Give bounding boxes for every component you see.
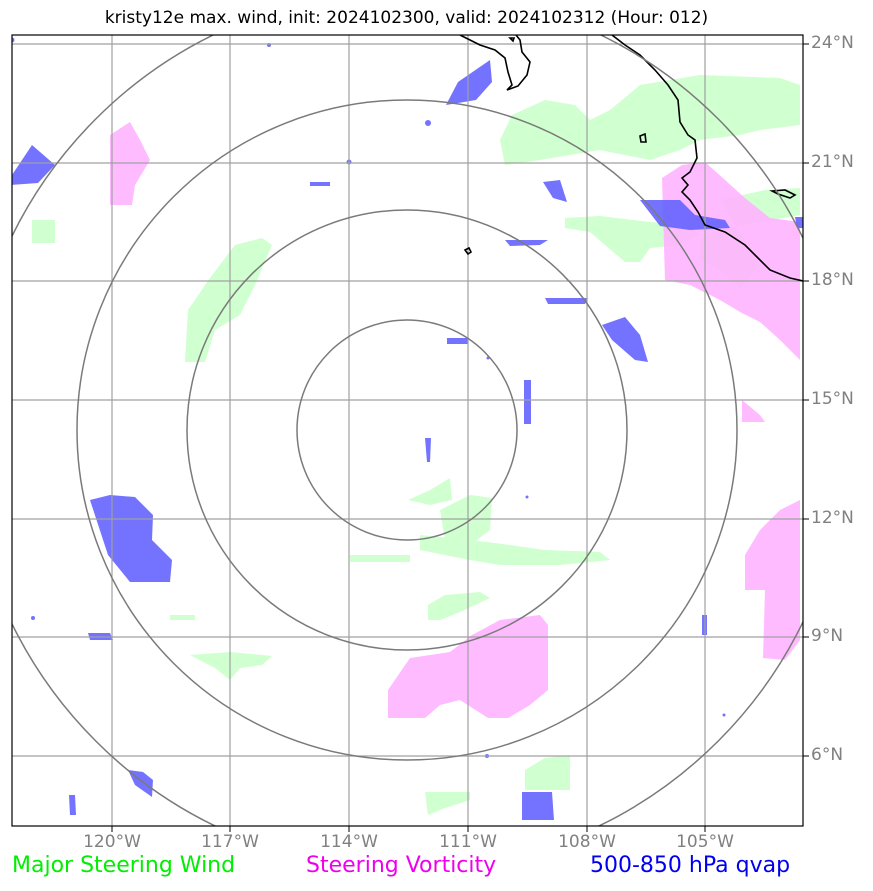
wind-area [425,792,470,815]
qvap-area [505,240,548,246]
steering-wind-areas [32,75,800,815]
qvap-area [90,495,172,582]
lon-label: 117°W [201,832,259,852]
coastline-islands [769,189,797,199]
qvap-area [425,438,431,462]
vorticity-area [742,400,765,422]
wind-area [428,592,490,620]
wind-area [440,495,492,545]
wind-area [350,555,410,562]
lat-label: 9°N [811,626,844,646]
legend-steering-vorticity: Steering Vorticity [306,853,497,878]
qvap-dot [425,120,431,126]
graticule [12,35,803,826]
qvap-dot [525,495,529,499]
lon-label: 105°W [676,832,734,852]
lat-label: 12°N [811,508,854,528]
lon-label: 108°W [558,832,616,852]
qvap-area [446,60,492,105]
wind-area [420,535,610,565]
lon-label: 114°W [320,832,378,852]
lat-label: 6°N [811,745,844,765]
range-ring [76,99,738,761]
lat-label: 18°N [811,270,854,290]
legend-qvap: 500-850 hPa qvap [590,853,791,878]
qvap-area [69,795,76,815]
steering-vorticity-areas [110,122,800,718]
qvap-dot [12,37,15,43]
qvap-area [310,182,330,186]
wind-area [32,220,55,243]
qvap-area [545,298,588,304]
wind-area [525,755,570,790]
coastline-island [508,37,516,43]
lon-label: 111°W [439,832,497,852]
wind-area [190,652,272,680]
qvap-area [128,770,153,797]
qvap-area [602,317,648,362]
coastline [459,35,803,282]
wind-area [170,615,195,620]
qvap-area [640,200,730,230]
legend-steering-wind: Major Steering Wind [12,853,236,878]
coastline-baja [459,35,531,91]
qvap-areas [12,37,803,820]
lon-label: 120°W [83,832,141,852]
coastline-socorro [463,246,473,256]
qvap-area [12,145,55,185]
qvap-dot [722,713,726,717]
lat-label: 24°N [811,33,854,53]
chart-title: kristy12e max. wind, init: 2024102300, v… [104,8,709,28]
qvap-area [447,338,468,344]
range-ring [186,209,628,651]
coastline-island [639,132,647,143]
wind-area [185,238,272,362]
qvap-dot [31,616,35,620]
qvap-area [522,792,554,820]
wind-area [408,478,452,505]
lat-label: 21°N [811,152,854,172]
wind-area [500,75,800,165]
vorticity-area [662,162,800,360]
range-ring [296,319,518,541]
map-frame [11,34,804,827]
vorticity-area [745,500,800,660]
qvap-area [524,380,531,424]
lat-label: 15°N [811,389,854,409]
qvap-area [543,180,567,202]
range-rings [12,35,803,826]
coastline-mainland [611,35,803,282]
tick-marks [111,43,809,832]
